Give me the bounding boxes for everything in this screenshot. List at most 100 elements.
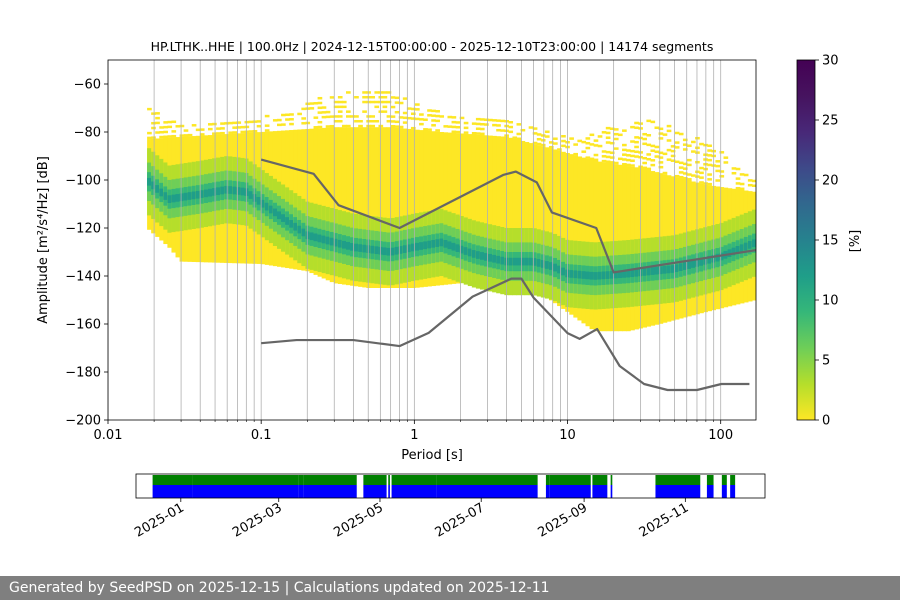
heatmap-speck: [642, 137, 647, 141]
heatmap-band: [735, 246, 741, 254]
heatmap-speck: [313, 102, 319, 105]
heatmap-speck: [666, 129, 672, 133]
heatmap-speck: [622, 148, 627, 152]
heatmap-speck: [402, 121, 408, 124]
heatmap-speck: [305, 107, 311, 110]
heatmap-speck: [613, 161, 619, 165]
heatmap-speck: [212, 132, 217, 135]
heatmap-speck: [167, 120, 173, 124]
heatmap-band: [216, 187, 221, 196]
heatmap-speck: [378, 124, 384, 128]
availability-data-segment: [363, 485, 387, 498]
heatmap-band: [370, 245, 376, 254]
heatmap-speck: [277, 118, 282, 122]
heatmap-speck: [561, 139, 566, 143]
heatmap-speck: [394, 96, 400, 100]
heatmap-speck: [199, 128, 205, 131]
heatmap-speck: [674, 146, 680, 149]
heatmap-column: [390, 127, 396, 289]
heatmap-speck: [674, 131, 680, 135]
heatmap-speck: [447, 115, 453, 119]
heatmap-speck: [329, 115, 335, 118]
heatmap-speck: [630, 159, 635, 162]
heatmap-speck: [228, 131, 233, 134]
colorbar-ticks: 0 5 10 15 20 25 30: [815, 54, 839, 429]
heatmap-speck: [646, 119, 652, 123]
heatmap-speck: [609, 156, 615, 159]
heatmap-speck: [147, 136, 152, 140]
availability-data-segment: [549, 485, 591, 498]
heatmap-speck: [337, 120, 343, 123]
heatmap-speck: [695, 151, 700, 154]
heatmap-speck: [585, 146, 591, 150]
heatmap-speck: [646, 143, 652, 147]
heatmap-speck: [374, 105, 380, 109]
heatmap-speck: [248, 130, 254, 133]
heatmap-speck: [479, 118, 485, 121]
heatmap-speck: [410, 112, 416, 116]
heatmap-speck: [321, 115, 327, 119]
heatmap-speck: [597, 144, 603, 148]
heatmap-column: [488, 135, 493, 279]
x-tick-label: 0.01: [94, 428, 123, 443]
heatmap-speck: [666, 158, 672, 161]
heatmap-speck: [553, 142, 558, 145]
heatmap-speck: [634, 155, 639, 158]
heatmap-band: [362, 244, 367, 253]
heatmap-speck: [406, 107, 412, 110]
heatmap-speck: [622, 163, 627, 166]
heatmap-speck: [313, 116, 319, 119]
heatmap-speck: [427, 109, 432, 112]
heatmap-column: [467, 134, 473, 282]
heatmap-speck: [658, 132, 664, 135]
heatmap-speck: [646, 153, 652, 156]
heatmap-speck: [402, 111, 408, 115]
y-tick-label: −200: [65, 414, 101, 429]
colorbar-tick-label: 10: [822, 294, 839, 309]
heatmap-speck: [585, 142, 591, 145]
heatmap-speck: [301, 107, 307, 111]
heatmap-band: [520, 257, 526, 266]
heatmap-speck: [179, 124, 185, 128]
heatmap-speck: [159, 131, 164, 134]
heatmap-speck: [634, 140, 639, 144]
heatmap-band: [350, 243, 355, 251]
heatmap-speck: [593, 144, 599, 147]
heatmap-speck: [212, 122, 217, 126]
heatmap-speck: [240, 125, 246, 129]
availability-gap-segment: [363, 475, 387, 485]
heatmap-speck: [496, 124, 501, 127]
heatmap-band: [220, 186, 225, 195]
heatmap-speck: [479, 132, 485, 136]
heatmap-speck: [662, 152, 668, 156]
heatmap-band: [195, 190, 201, 199]
y-tick-label: −160: [65, 318, 101, 333]
heatmap-band: [187, 192, 193, 200]
heatmap-speck: [492, 119, 497, 122]
heatmap-band: [321, 235, 327, 244]
heatmap-band: [406, 244, 412, 253]
heatmap-speck: [682, 177, 688, 180]
heatmap-speck: [532, 127, 538, 130]
heatmap-speck: [496, 128, 501, 132]
heatmap-speck: [496, 119, 501, 122]
availability-gap-segment: [655, 475, 701, 485]
heatmap-speck: [597, 135, 603, 138]
heatmap-column: [431, 131, 436, 287]
heatmap-band: [447, 241, 453, 250]
heatmap-column: [415, 129, 420, 288]
heatmap-speck: [207, 127, 213, 131]
heatmap-band: [475, 251, 481, 259]
availability-data-segment: [391, 485, 437, 498]
heatmap-speck: [390, 120, 396, 123]
heatmap-speck: [682, 148, 688, 151]
heatmap-speck: [386, 115, 392, 118]
psd-heatmap: [147, 91, 756, 332]
heatmap-band: [313, 233, 319, 242]
heatmap-speck: [410, 117, 416, 120]
heatmap-speck: [646, 134, 652, 137]
heatmap-band: [569, 270, 574, 278]
heatmap-speck: [289, 122, 294, 126]
colorbar-label: [%]: [848, 230, 863, 253]
heatmap-column: [362, 127, 367, 288]
